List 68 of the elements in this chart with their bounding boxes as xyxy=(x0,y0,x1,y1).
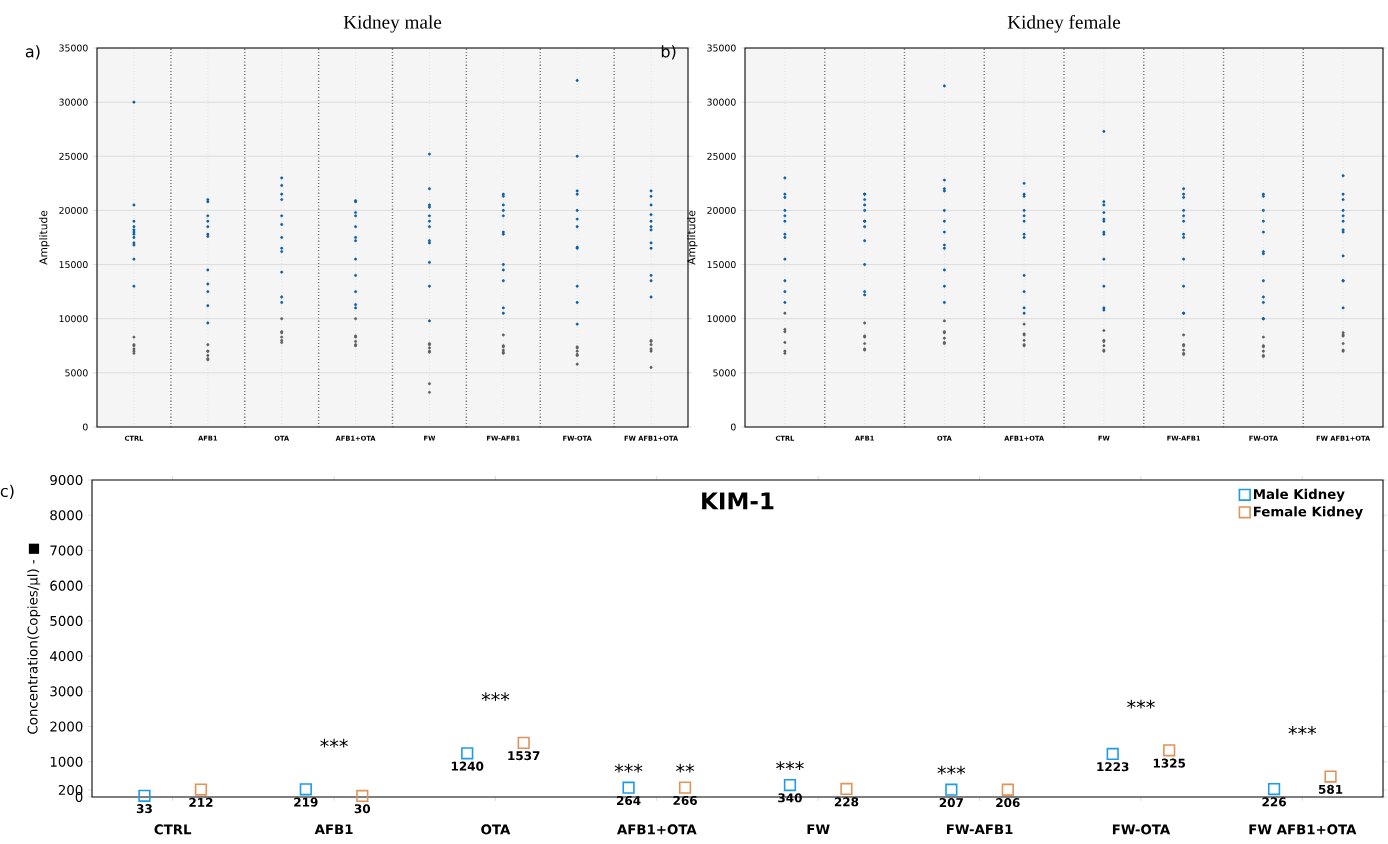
y-tick-label: 10000 xyxy=(707,315,736,323)
y-tick-label: 30000 xyxy=(59,98,88,106)
annotation: *** xyxy=(776,761,804,770)
data-label: 212 xyxy=(189,797,213,807)
data-label: 1537 xyxy=(508,751,540,761)
x-tick-label: AFB1+OTA xyxy=(617,824,697,835)
y-tick-label: 5000 xyxy=(713,369,736,377)
y-axis-title: Amplitude xyxy=(687,210,698,265)
y-tick-label: 20000 xyxy=(707,206,736,214)
annotation: ** xyxy=(676,763,695,773)
y-tick-label: 20000 xyxy=(59,206,88,214)
data-label: 228 xyxy=(834,797,859,807)
y-tick-label: 3000 xyxy=(50,686,83,697)
annotation: *** xyxy=(320,738,348,748)
y-tick-label: 15000 xyxy=(59,261,88,269)
legend-label: Male Kidney xyxy=(1253,488,1345,502)
y-tick-label: 5000 xyxy=(65,369,88,377)
data-label: 1223 xyxy=(1097,762,1129,772)
x-tick-label: OTA xyxy=(481,824,511,835)
data-label: 33 xyxy=(136,804,152,814)
annotation: *** xyxy=(937,765,966,775)
y-tick-label: 25000 xyxy=(707,152,736,160)
x-tick-label: FW AFB1+OTA xyxy=(1249,824,1357,835)
data-label: 581 xyxy=(1318,784,1343,794)
y-tick-label: 25000 xyxy=(59,152,88,160)
y-tick-label: 0 xyxy=(730,423,736,431)
y-tick-label: 15000 xyxy=(707,261,736,269)
annotation: *** xyxy=(1127,699,1155,709)
data-label: 340 xyxy=(778,793,802,803)
text: c) xyxy=(0,484,14,499)
y-tick-label: 2000 xyxy=(50,721,83,732)
x-tick-label: CTRL xyxy=(154,824,192,835)
annotation: *** xyxy=(481,692,510,702)
x-tick-label: FW xyxy=(807,824,830,835)
y-tick-label: 35000 xyxy=(59,44,88,52)
data-label: 219 xyxy=(294,797,318,807)
annotation: b) xyxy=(661,45,676,60)
data-label: 30 xyxy=(354,804,371,814)
y-tick-label: 9000 xyxy=(50,474,83,486)
data-label: 206 xyxy=(996,798,1020,808)
y-axis-title: Concentration(Copies/µl) - ■ xyxy=(27,543,41,734)
annotation: *** xyxy=(1288,726,1317,735)
y-tick-label: 35000 xyxy=(707,44,736,52)
y-tick-label: 1000 xyxy=(50,756,83,767)
x-tick-label: AFB1 xyxy=(314,824,353,835)
data-label: 1325 xyxy=(1153,758,1186,768)
y-tick-label: 10000 xyxy=(59,315,88,323)
chart-title: Kidney female xyxy=(1007,14,1121,33)
y-tick-label: 4000 xyxy=(50,651,83,662)
chart-title: Kidney male xyxy=(343,15,442,33)
chart-title: KIM-1 xyxy=(702,492,774,510)
data-label: 1240 xyxy=(451,761,484,771)
text: a) xyxy=(25,45,40,60)
y-tick-label: 7000 xyxy=(50,545,83,556)
x-tick-label: FW-OTA xyxy=(1112,824,1171,835)
y-tick-label: 8000 xyxy=(50,510,83,521)
data-label: 226 xyxy=(1262,797,1286,807)
data-label: 264 xyxy=(617,795,641,806)
data-label: 207 xyxy=(939,797,963,808)
annotation: *** xyxy=(614,763,643,773)
x-tick-label: FW-AFB1 xyxy=(947,824,1013,835)
y-tick-label: 5000 xyxy=(50,615,83,626)
data-label: 266 xyxy=(673,795,697,805)
legend-label: Female Kidney xyxy=(1253,506,1363,520)
y-tick-label: 30000 xyxy=(707,98,736,106)
y-axis-title: Amplitude xyxy=(39,210,50,265)
y-tick-label: 6000 xyxy=(50,580,83,591)
y-tick-label: 0 xyxy=(82,423,88,431)
